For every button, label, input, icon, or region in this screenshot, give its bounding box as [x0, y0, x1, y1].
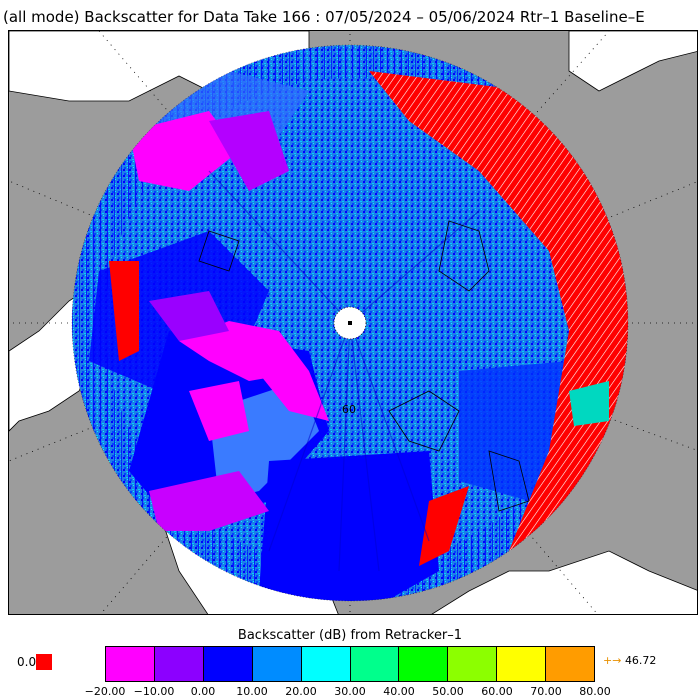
- overflow-arrow-icon: +→: [603, 654, 622, 667]
- colorbar-segment-7: [448, 647, 498, 681]
- colorbar-segment-3: [252, 647, 302, 681]
- colorbar-segment-9: [546, 647, 595, 681]
- colorbar-tick-label: 20.00: [285, 685, 317, 698]
- colorbar-segment-6: [399, 647, 449, 681]
- map-frame: 60: [8, 30, 698, 615]
- colorbar-tick-label: 80.00: [579, 685, 611, 698]
- map-title: (all mode) Backscatter for Data Take 166…: [0, 8, 700, 30]
- data-disc-outline: [71, 44, 629, 602]
- colorbar-tick-label: 30.00: [334, 685, 366, 698]
- overflow-indicator: +→ 46.72: [603, 654, 656, 667]
- colorbar-tick-label: 50.00: [432, 685, 464, 698]
- colorbar-tick-label: 0.00: [190, 685, 216, 698]
- overflow-value: 46.72: [624, 654, 657, 667]
- colorbar-segment-2: [203, 647, 253, 681]
- colorbar-segment-8: [497, 647, 547, 681]
- colorbar-tick-label: −10.00: [133, 685, 175, 698]
- colorbar-tick-label: 70.00: [530, 685, 562, 698]
- map-title-text: (all mode) Backscatter for Data Take 166…: [3, 8, 645, 26]
- colorbar-segment-5: [350, 647, 400, 681]
- colorbar-ticks: −20.00 −10.00 0.00 10.00 20.00 30.00 40.00 50.0…: [85, 685, 611, 700]
- colorbar-tick-label: 10.00: [236, 685, 268, 698]
- colorbar: [105, 646, 595, 682]
- colorbar-tick-label: 40.00: [383, 685, 415, 698]
- colorbar-segment-1: [154, 647, 204, 681]
- colorbar-title: Backscatter (dB) from Retracker–1: [237, 628, 463, 643]
- pole-hole: [333, 306, 367, 340]
- colorbar-segment-0: [106, 647, 155, 681]
- colorbar-segment-4: [301, 647, 351, 681]
- map-canvas: 60: [9, 31, 697, 614]
- underflow-swatch: [36, 654, 52, 670]
- colorbar-tick-label: 60.00: [481, 685, 513, 698]
- underflow-label: 0.0: [17, 655, 37, 669]
- latitude-label: 60: [342, 403, 356, 416]
- colorbar-tick-label: −20.00: [84, 685, 126, 698]
- backscatter-data-disc: [72, 45, 628, 601]
